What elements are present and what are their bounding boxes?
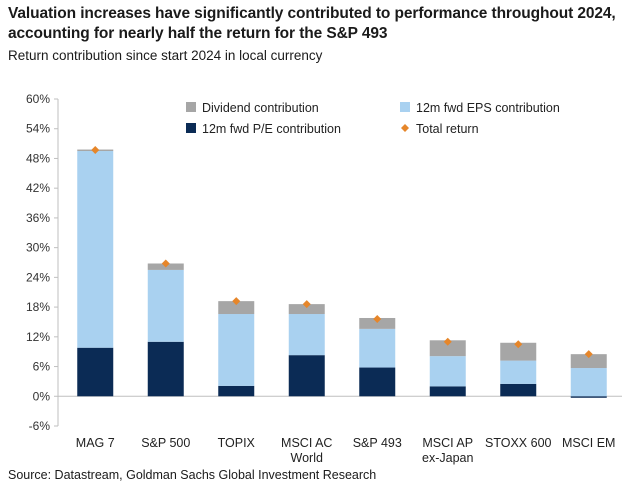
bar-segment-eps — [500, 360, 537, 384]
source-note: Source: Datastream, Goldman Sachs Global… — [8, 468, 377, 482]
bar-segment-pe — [429, 386, 466, 397]
y-tick-label: 18% — [26, 300, 50, 314]
bar-segment-pe — [77, 347, 114, 397]
bar-segment-dividend — [288, 304, 325, 315]
bar-segment-eps — [429, 356, 466, 387]
bar-segment-dividend — [218, 301, 255, 315]
legend-marker-dividend — [186, 102, 196, 112]
legend-label: Total return — [416, 122, 479, 136]
bar-segment-eps — [77, 151, 114, 348]
total-return-marker — [584, 350, 593, 359]
bar-segment-dividend — [570, 354, 607, 369]
chart-title: Valuation increases have significantly c… — [8, 5, 616, 42]
total-return-marker — [91, 146, 100, 155]
y-tick-label: 54% — [26, 122, 50, 136]
total-return-marker — [302, 300, 311, 309]
x-tick-label: MAG 7 — [76, 436, 115, 450]
x-tick-label: S&P 500 — [141, 436, 190, 450]
y-tick-label: 12% — [26, 330, 50, 344]
bar-segment-dividend — [359, 317, 396, 329]
legend-label: 12m fwd P/E contribution — [202, 122, 341, 136]
bar-segment-eps — [147, 269, 184, 342]
legend-label: Dividend contribution — [202, 101, 319, 115]
y-tick-label: 60% — [26, 92, 50, 106]
bar-segment-eps — [218, 314, 255, 386]
bar-segment-pe — [570, 396, 607, 398]
legend-marker-total-return — [401, 124, 409, 132]
bar-segment-eps — [288, 314, 325, 356]
x-tick-label: S&P 493 — [353, 436, 402, 450]
y-tick-label: -6% — [29, 419, 51, 433]
y-tick-label: 30% — [26, 241, 50, 255]
bar-segment-pe — [147, 341, 184, 397]
x-tick-label: World — [291, 451, 323, 465]
bar-segment-pe — [288, 355, 325, 397]
y-tick-label: 24% — [26, 270, 50, 284]
y-tick-label: 36% — [26, 211, 50, 225]
y-tick-label: 0% — [33, 389, 51, 403]
y-tick-label: 48% — [26, 151, 50, 165]
bar-segment-eps — [359, 328, 396, 368]
x-tick-label: ex-Japan — [422, 451, 473, 465]
x-tick-label: MSCI AP — [422, 436, 473, 450]
legend-label: 12m fwd EPS contribution — [416, 101, 560, 115]
total-return-marker — [443, 337, 452, 346]
legend-marker-pe — [186, 123, 196, 133]
total-return-marker — [373, 314, 382, 323]
y-tick-label: 6% — [33, 360, 51, 374]
x-tick-label: TOPIX — [218, 436, 256, 450]
total-return-marker — [161, 259, 170, 268]
bar-segment-dividend — [429, 340, 466, 357]
bar-segment-eps — [570, 368, 607, 397]
legend-marker-eps — [400, 102, 410, 112]
bar-segment-pe — [500, 383, 537, 397]
total-return-marker — [232, 297, 241, 306]
bar-segment-dividend — [500, 342, 537, 361]
bar-segment-pe — [218, 385, 255, 397]
y-tick-label: 42% — [26, 181, 50, 195]
total-return-marker — [514, 340, 523, 349]
chart-subtitle: Return contribution since start 2024 in … — [8, 48, 323, 63]
x-tick-label: STOXX 600 — [485, 436, 552, 450]
bar-segment-pe — [359, 367, 396, 397]
x-tick-label: MSCI AC — [281, 436, 332, 450]
x-tick-label: MSCI EM — [562, 436, 615, 450]
